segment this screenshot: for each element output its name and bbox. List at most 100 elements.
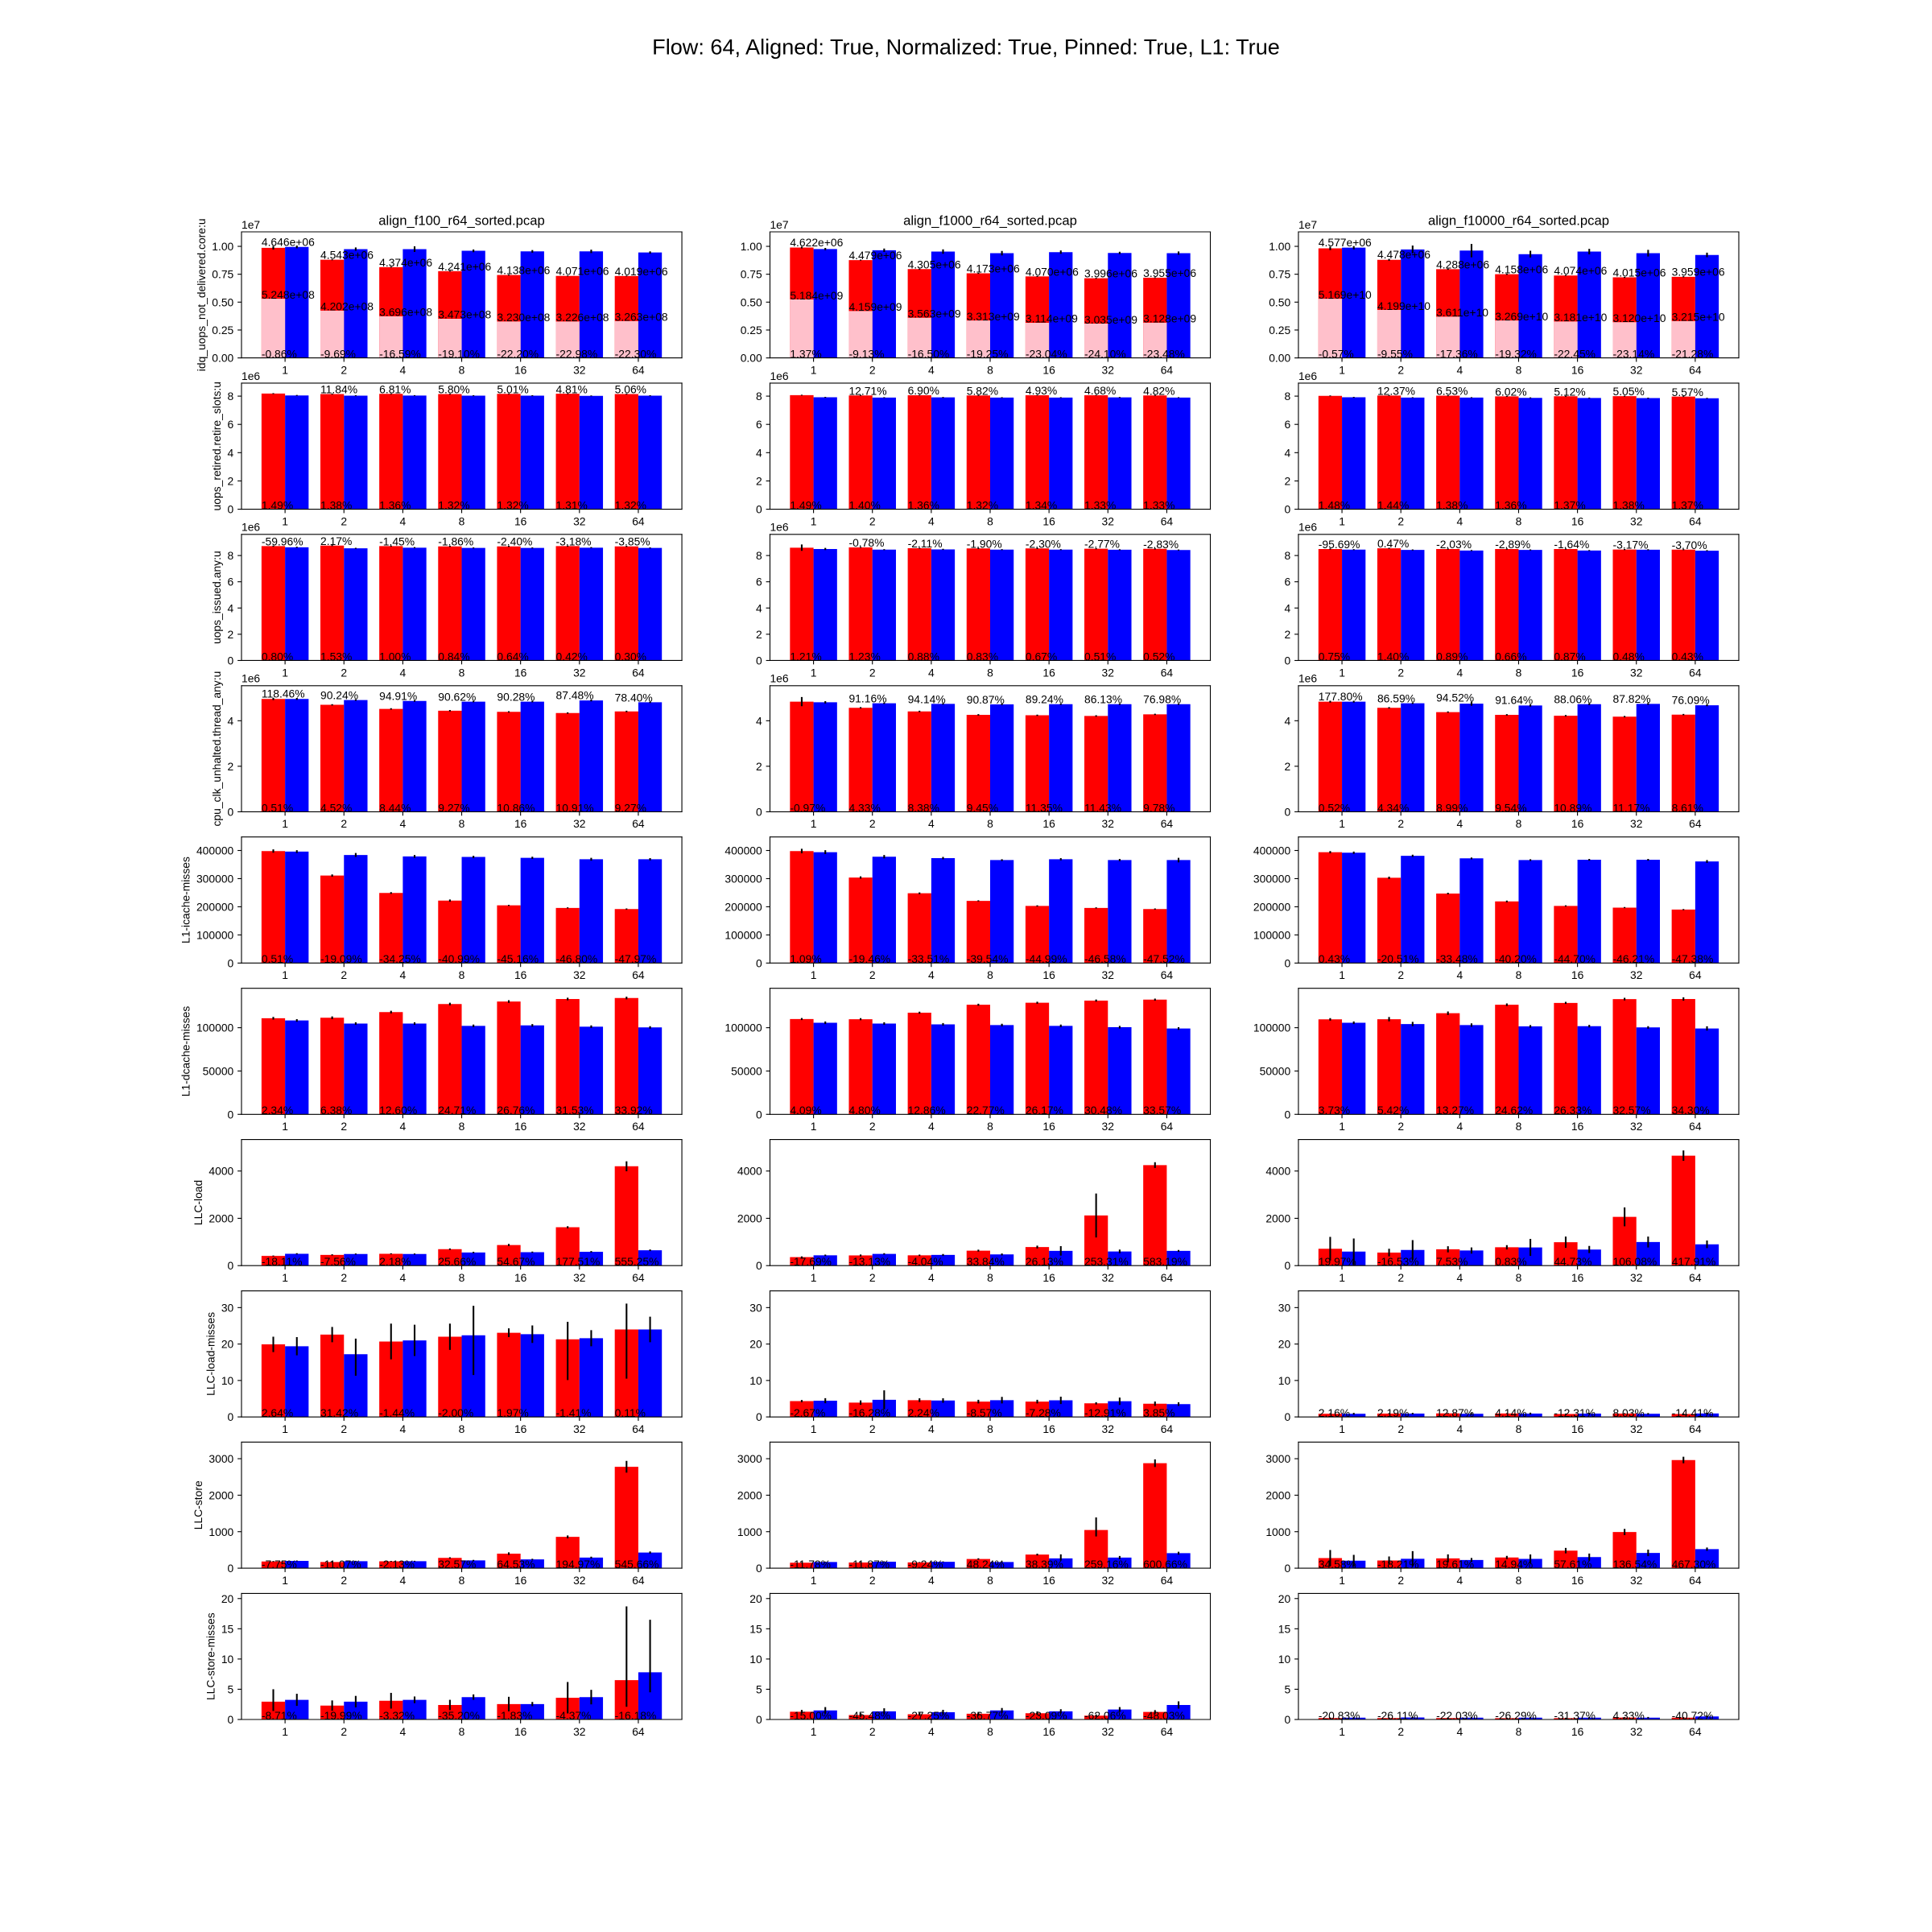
- svg-text:2: 2: [341, 1120, 347, 1133]
- svg-text:16: 16: [514, 363, 527, 376]
- svg-text:1: 1: [1339, 968, 1345, 981]
- svg-text:-4.04%: -4.04%: [908, 1255, 943, 1268]
- svg-text:0: 0: [1285, 956, 1291, 969]
- svg-text:5.80%: 5.80%: [438, 383, 469, 396]
- svg-text:38.39%: 38.39%: [1026, 1558, 1063, 1571]
- svg-text:64: 64: [1161, 363, 1174, 376]
- svg-text:9.54%: 9.54%: [1495, 801, 1526, 814]
- svg-text:-19.32%: -19.32%: [1495, 347, 1537, 360]
- svg-text:2: 2: [869, 1422, 876, 1435]
- svg-text:106.08%: 106.08%: [1612, 1255, 1657, 1268]
- svg-text:-33.51%: -33.51%: [908, 952, 950, 965]
- svg-text:4: 4: [400, 363, 407, 376]
- svg-text:11.43%: 11.43%: [1084, 801, 1121, 814]
- svg-text:-2.77%: -2.77%: [1084, 538, 1120, 551]
- svg-text:LLC-load-misses: LLC-load-misses: [204, 1312, 217, 1396]
- svg-text:259.16%: 259.16%: [1084, 1558, 1129, 1571]
- svg-text:32: 32: [1630, 363, 1643, 376]
- svg-text:0.51%: 0.51%: [262, 801, 293, 814]
- svg-text:0: 0: [228, 654, 234, 667]
- svg-text:-47.38%: -47.38%: [1672, 952, 1714, 965]
- svg-text:0: 0: [228, 1713, 234, 1726]
- svg-text:2: 2: [869, 363, 876, 376]
- svg-text:-22.30%: -22.30%: [615, 347, 657, 360]
- svg-text:0.48%: 0.48%: [1612, 650, 1644, 663]
- svg-text:30.48%: 30.48%: [1084, 1104, 1122, 1117]
- svg-text:8.99%: 8.99%: [1436, 801, 1468, 814]
- svg-text:32: 32: [1630, 1120, 1643, 1133]
- svg-text:-22.03%: -22.03%: [1436, 1709, 1478, 1722]
- svg-text:24.62%: 24.62%: [1495, 1104, 1533, 1117]
- svg-text:4.646e+06: 4.646e+06: [262, 235, 315, 248]
- svg-text:11.84%: 11.84%: [320, 383, 357, 396]
- svg-text:align_f10000_r64_sorted.pcap: align_f10000_r64_sorted.pcap: [1428, 213, 1609, 229]
- svg-text:0.00: 0.00: [212, 352, 233, 365]
- svg-text:-23.09%: -23.09%: [1026, 1709, 1067, 1722]
- svg-text:0: 0: [1285, 1562, 1291, 1575]
- svg-text:-27.25%: -27.25%: [908, 1709, 950, 1722]
- svg-text:19.61%: 19.61%: [1436, 1558, 1474, 1571]
- svg-text:1.21%: 1.21%: [790, 650, 821, 663]
- svg-text:8: 8: [459, 968, 465, 981]
- svg-text:4.81%: 4.81%: [556, 382, 588, 395]
- svg-text:-11.07%: -11.07%: [320, 1558, 361, 1571]
- svg-text:1.97%: 1.97%: [497, 1406, 528, 1419]
- svg-text:-16.59%: -16.59%: [379, 347, 421, 360]
- svg-text:78.40%: 78.40%: [615, 691, 653, 704]
- svg-text:2: 2: [341, 817, 347, 830]
- svg-text:4: 4: [928, 1422, 935, 1435]
- svg-text:-7.75%: -7.75%: [262, 1558, 297, 1571]
- svg-text:-7.56%: -7.56%: [320, 1255, 356, 1268]
- svg-text:-3.85%: -3.85%: [615, 535, 650, 548]
- svg-text:16: 16: [514, 1574, 527, 1587]
- svg-text:76.98%: 76.98%: [1143, 693, 1181, 706]
- svg-text:6: 6: [1285, 418, 1291, 431]
- svg-text:-18.11%: -18.11%: [262, 1255, 303, 1268]
- svg-text:1.33%: 1.33%: [1143, 498, 1174, 511]
- svg-text:0: 0: [756, 1410, 762, 1423]
- svg-text:4.33%: 4.33%: [1612, 1709, 1644, 1722]
- svg-text:64: 64: [1161, 1725, 1174, 1738]
- svg-text:22.77%: 22.77%: [967, 1104, 1005, 1117]
- svg-text:4.305e+06: 4.305e+06: [908, 258, 961, 270]
- svg-text:10: 10: [1278, 1653, 1291, 1666]
- svg-text:2: 2: [1397, 968, 1404, 981]
- svg-text:32: 32: [1630, 1271, 1643, 1284]
- svg-text:34.58%: 34.58%: [1319, 1558, 1356, 1571]
- svg-text:32: 32: [1102, 1422, 1115, 1435]
- svg-text:16: 16: [1042, 1120, 1055, 1133]
- svg-text:2.16%: 2.16%: [1319, 1406, 1350, 1419]
- svg-text:-3.70%: -3.70%: [1672, 539, 1707, 551]
- svg-text:8: 8: [459, 817, 465, 830]
- svg-text:4: 4: [928, 363, 935, 376]
- svg-text:15: 15: [1278, 1622, 1291, 1635]
- svg-text:16: 16: [514, 1120, 527, 1133]
- svg-text:33.84%: 33.84%: [967, 1255, 1005, 1268]
- svg-text:1: 1: [811, 1422, 817, 1435]
- svg-text:2: 2: [756, 474, 762, 487]
- svg-text:0: 0: [756, 1713, 762, 1726]
- svg-text:1: 1: [282, 666, 288, 679]
- svg-text:4.14%: 4.14%: [1495, 1406, 1526, 1419]
- svg-text:1.38%: 1.38%: [320, 498, 352, 511]
- svg-text:4: 4: [928, 968, 935, 981]
- svg-text:0.50: 0.50: [1269, 295, 1290, 308]
- svg-text:-15.00%: -15.00%: [790, 1709, 832, 1722]
- svg-text:1.49%: 1.49%: [262, 498, 293, 511]
- svg-text:2: 2: [869, 817, 876, 830]
- svg-text:12.71%: 12.71%: [848, 384, 886, 397]
- svg-text:4.09%: 4.09%: [790, 1104, 821, 1117]
- svg-text:583.19%: 583.19%: [1143, 1255, 1187, 1268]
- svg-text:2000: 2000: [737, 1212, 762, 1224]
- svg-text:400000: 400000: [1253, 844, 1291, 857]
- svg-text:8: 8: [1516, 363, 1522, 376]
- svg-text:4.202e+08: 4.202e+08: [320, 300, 374, 313]
- svg-text:30: 30: [749, 1301, 762, 1314]
- svg-text:0: 0: [228, 1410, 234, 1423]
- svg-text:3.128e+09: 3.128e+09: [1143, 312, 1196, 325]
- svg-text:90.62%: 90.62%: [438, 690, 476, 703]
- svg-text:0: 0: [1285, 1108, 1291, 1121]
- svg-text:16: 16: [1042, 1574, 1055, 1587]
- svg-text:-1.83%: -1.83%: [497, 1709, 532, 1722]
- svg-text:8: 8: [228, 390, 234, 402]
